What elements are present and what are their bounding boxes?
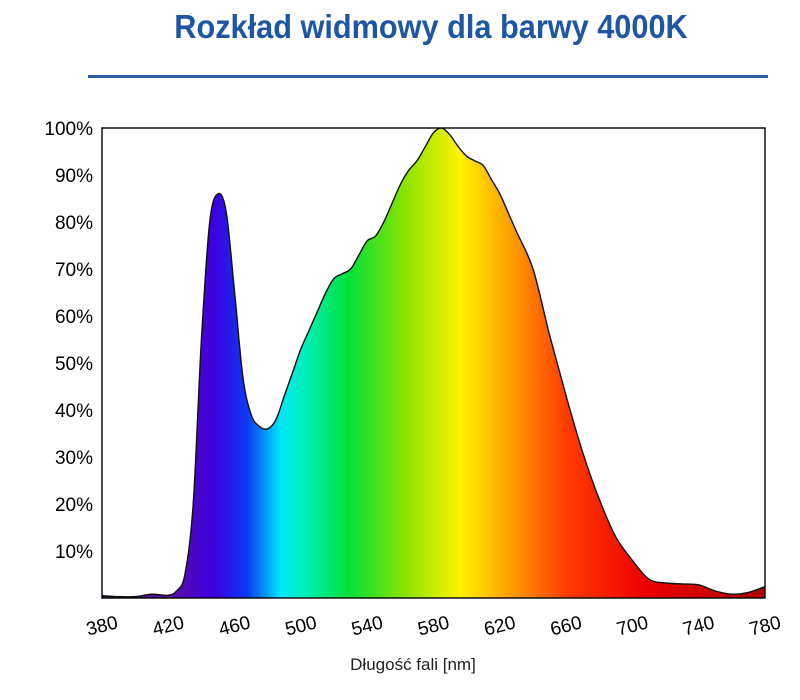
y-tick-label: 40%	[55, 401, 93, 422]
x-tick-label: 380	[84, 612, 120, 640]
y-tick-label: 70%	[55, 260, 93, 281]
spectrum-area	[102, 128, 765, 598]
title-divider	[88, 75, 768, 78]
y-tick-label: 50%	[55, 354, 93, 375]
x-tick-label: 580	[416, 612, 452, 640]
plot-frame	[101, 127, 766, 599]
y-tick-label: 60%	[55, 307, 93, 328]
x-tick-label: 660	[548, 612, 584, 640]
y-tick-label: 90%	[55, 166, 93, 187]
x-tick-label: 700	[615, 612, 651, 640]
y-tick-label: 20%	[55, 495, 93, 516]
y-tick-label: 10%	[55, 542, 93, 563]
x-tick-label: 740	[681, 612, 717, 640]
y-tick-label: 30%	[55, 448, 93, 469]
x-tick-label: 500	[283, 612, 319, 640]
x-tick-label: 460	[217, 612, 253, 640]
y-tick-label: 80%	[55, 213, 93, 234]
spectrum-line	[102, 128, 765, 598]
chart-title: Rozkład widmowy dla barwy 4000K	[174, 8, 688, 45]
x-tick-label: 620	[482, 612, 518, 640]
x-axis-title: Długość fali [nm]	[350, 655, 476, 674]
x-tick-label: 540	[349, 612, 385, 640]
y-tick-label: 100%	[44, 119, 93, 140]
x-tick-label: 780	[747, 612, 783, 640]
x-tick-label: 420	[151, 612, 187, 640]
